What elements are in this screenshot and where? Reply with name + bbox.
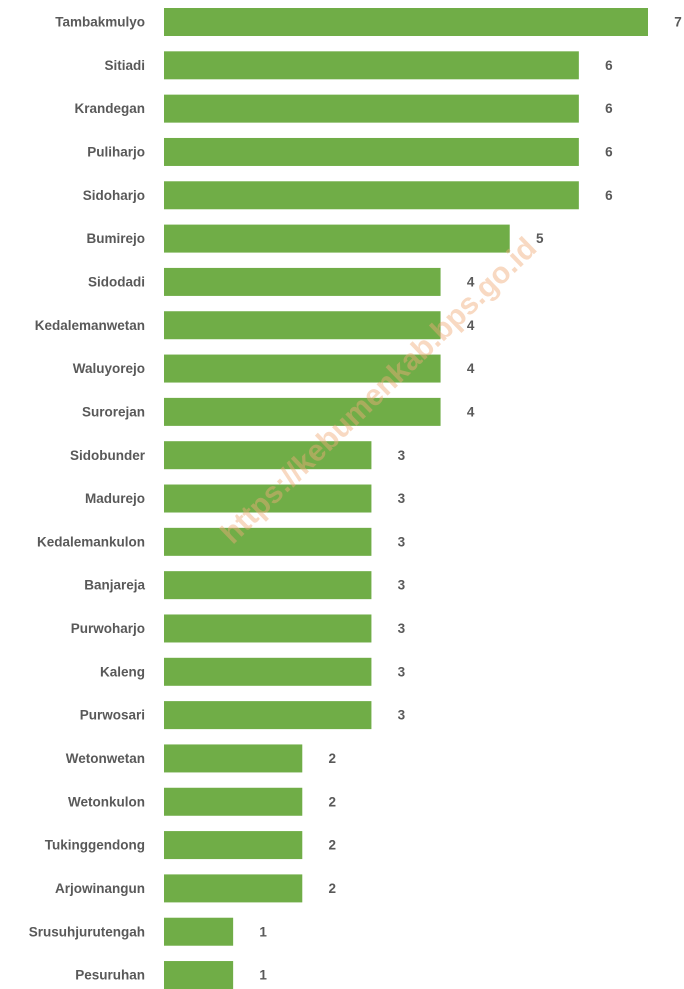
value-label: 4 [467,361,475,376]
bar [164,311,441,340]
value-label: 3 [398,491,406,506]
bar [164,441,372,470]
category-label: Krandegan [74,101,145,116]
bar [164,787,303,816]
bar [164,831,303,860]
category-label: Bumirejo [86,231,145,246]
category-label: Sidobunder [70,448,146,463]
bar [164,961,234,989]
value-label: 6 [605,101,613,116]
value-label: 7 [674,15,682,30]
category-label: Purwoharjo [71,621,145,636]
bar [164,484,372,513]
bar [164,874,303,903]
value-label: 6 [605,145,613,160]
value-label: 3 [398,621,406,636]
value-label: 4 [467,404,475,419]
bar [164,354,441,383]
value-label: 1 [259,968,267,983]
value-label: 2 [329,751,337,766]
category-label: Waluyorejo [73,361,145,376]
bar [164,397,441,426]
category-label: Sidoharjo [83,188,145,203]
value-label: 3 [398,664,406,679]
category-label: Pesuruhan [75,968,145,983]
category-label: Surorejan [82,404,145,419]
value-label: 3 [398,708,406,723]
category-label: Madurejo [85,491,145,506]
bar [164,94,579,123]
bar [164,527,372,556]
category-label: Purwosari [80,708,145,723]
value-label: 4 [467,318,475,333]
category-label: Sitiadi [104,58,145,73]
value-label: 6 [605,58,613,73]
bar [164,571,372,600]
value-label: 3 [398,448,406,463]
value-label: 1 [259,924,267,939]
bar [164,51,579,80]
value-label: 4 [467,274,475,289]
category-label: Wetonwetan [66,751,145,766]
category-label: Puliharjo [87,145,145,160]
category-label: Srusuhjurutengah [29,924,145,939]
category-label: Banjareja [84,578,145,593]
value-label: 2 [329,794,337,809]
category-label: Sidodadi [88,274,145,289]
bar [164,137,579,166]
value-label: 5 [536,231,544,246]
bar [164,701,372,730]
value-label: 3 [398,534,406,549]
bar [164,181,579,210]
value-label: 2 [329,838,337,853]
bar [164,614,372,643]
bar [164,917,234,946]
category-label: Arjowinangun [55,881,145,896]
category-label: Tambakmulyo [55,15,145,30]
bar [164,8,648,36]
bar [164,224,510,253]
bar [164,744,303,773]
value-label: 3 [398,578,406,593]
value-label: 6 [605,188,613,203]
value-label: 2 [329,881,337,896]
bar [164,657,372,686]
category-label: Kedalemankulon [37,534,145,549]
category-label: Kedalemanwetan [35,318,145,333]
category-label: Kaleng [100,664,145,679]
bar [164,267,441,296]
category-label: Wetonkulon [68,794,145,809]
category-label: Tukinggendong [45,838,145,853]
